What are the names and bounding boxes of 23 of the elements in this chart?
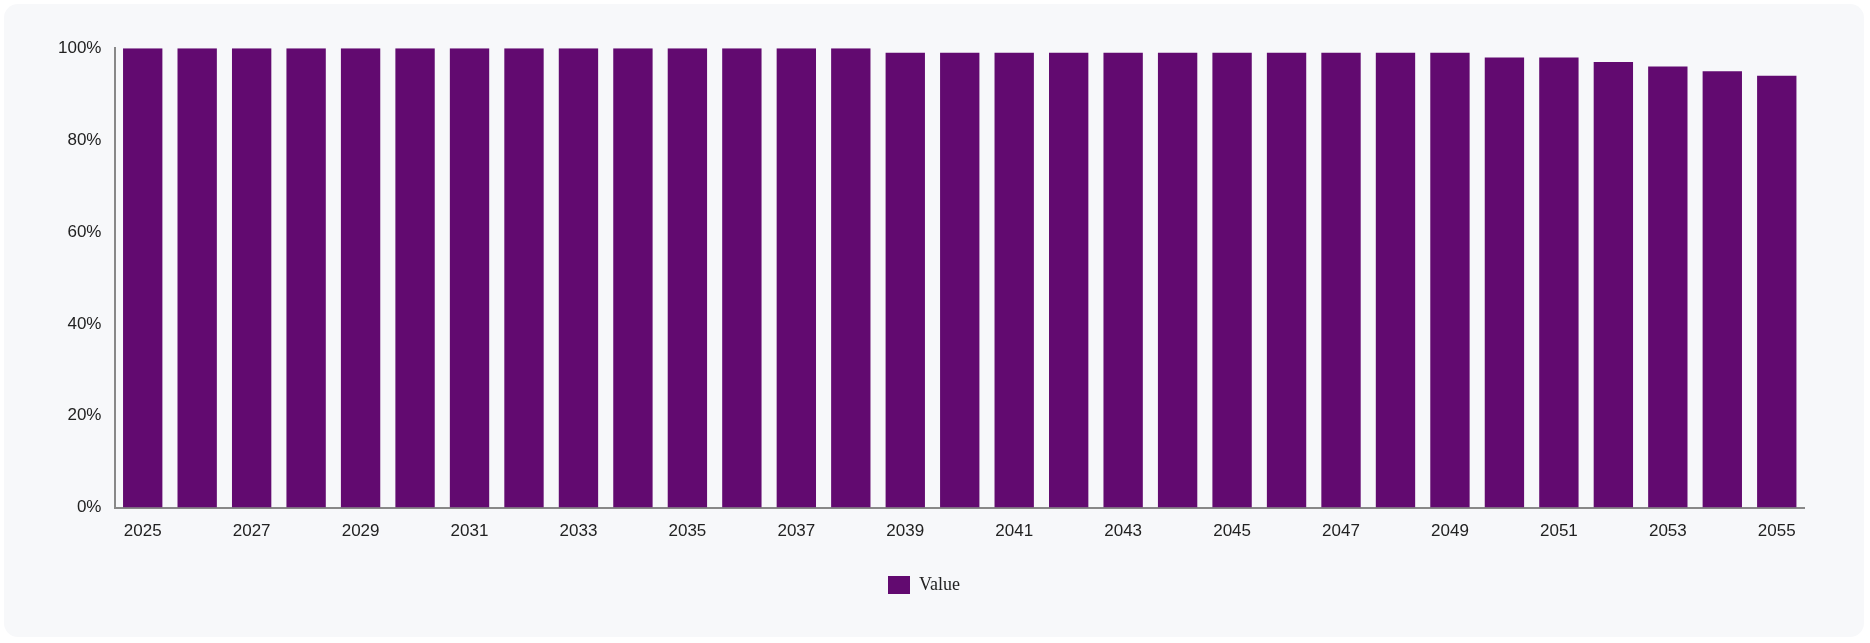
x-tick-label: 2047	[1322, 521, 1360, 541]
x-tick-label: 2025	[123, 521, 162, 541]
y-tick-label: 20%	[67, 405, 102, 425]
y-tick-label: 100%	[58, 37, 102, 57]
x-tick-label: 2053	[1648, 521, 1687, 541]
x-tick-label: 2031	[450, 521, 489, 541]
x-tick-label: 2045	[1213, 521, 1251, 541]
x-tick-label: 2035	[668, 521, 707, 541]
x-tick-label: 2055	[1757, 521, 1796, 541]
x-tick-label: 2039	[886, 521, 925, 541]
legend-label: Value	[919, 573, 960, 594]
x-tick-label: 2049	[1431, 521, 1469, 541]
x-tick-label: 2027	[232, 521, 271, 541]
x-tick-label: 2041	[995, 521, 1034, 541]
y-tick-label: 60%	[67, 221, 102, 241]
x-tick-label: 2037	[777, 521, 816, 541]
y-tick-label: 0%	[76, 497, 102, 517]
y-tick-label: 80%	[67, 129, 102, 149]
x-tick-label: 2033	[559, 521, 598, 541]
x-tick-label: 2029	[341, 521, 380, 541]
x-tick-label: 2051	[1539, 521, 1578, 541]
x-tick-label: 2043	[1104, 521, 1143, 541]
y-tick-label: 40%	[67, 313, 102, 333]
